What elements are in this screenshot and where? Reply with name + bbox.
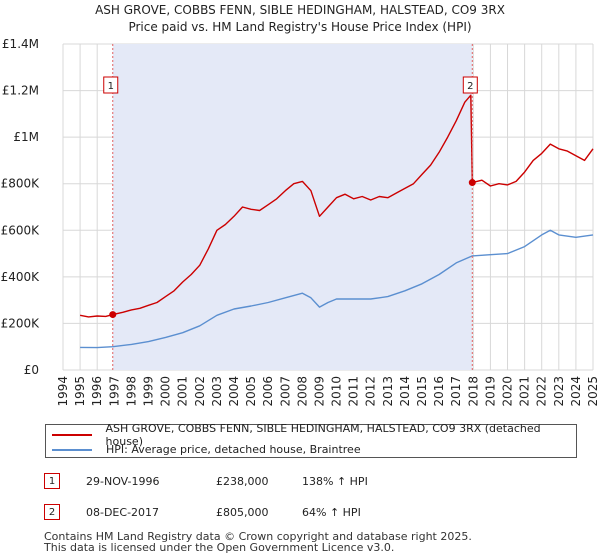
y-tick-label: £1M: [13, 130, 39, 144]
x-tick-label: 2019: [483, 376, 497, 407]
sale-price: £238,000: [216, 475, 269, 488]
x-tick-label: 2014: [398, 376, 412, 407]
sale-point: [109, 311, 117, 319]
footer-line-1: Contains HM Land Registry data © Crown c…: [44, 530, 472, 543]
y-tick-label: £0: [24, 363, 39, 377]
footer-line-2: This data is licensed under the Open Gov…: [44, 541, 395, 554]
sale-label: 2: [467, 81, 473, 92]
x-tick-label: 1998: [124, 376, 138, 407]
x-tick-label: 1997: [107, 376, 121, 407]
sale-hpi-change: 64% ↑ HPI: [302, 506, 361, 519]
x-tick-label: 2015: [415, 376, 429, 407]
legend-label-property: ASH GROVE, COBBS FENN, SIBLE HEDINGHAM, …: [105, 421, 541, 448]
sale-hpi-change: 138% ↑ HPI: [302, 475, 368, 488]
y-tick-label: £800K: [1, 177, 41, 191]
legend-label-hpi: HPI: Average price, detached house, Brai…: [106, 443, 361, 456]
chart-title: ASH GROVE, COBBS FENN, SIBLE HEDINGHAM, …: [95, 3, 505, 17]
x-tick-label: 2010: [330, 376, 344, 407]
y-tick-label: £200K: [1, 316, 41, 330]
x-tick-label: 2001: [176, 376, 190, 407]
x-tick-label: 2016: [432, 376, 446, 407]
x-tick-label: 2005: [244, 376, 258, 407]
hpi-line: [80, 229, 594, 349]
x-tick-label: 2002: [193, 376, 207, 407]
x-tick-label: 2025: [586, 376, 600, 407]
chart-subtitle: Price paid vs. HM Land Registry's House …: [128, 20, 471, 34]
x-tick-label: 2007: [278, 376, 292, 407]
y-tick-label: £600K: [1, 223, 41, 237]
x-tick-label: 2003: [210, 376, 224, 407]
x-tick-label: 2000: [159, 376, 173, 407]
sale-row: 2 08-DEC-2017 £805,000 64% ↑ HPI: [44, 504, 584, 522]
sale-date: 29-NOV-1996: [86, 475, 160, 488]
x-tick-label: 1995: [73, 376, 87, 407]
sale-date: 08-DEC-2017: [86, 506, 160, 519]
y-tick-label: £1.2M: [2, 84, 39, 98]
x-tick-label: 2012: [364, 376, 378, 407]
sale-badge: 1: [44, 473, 60, 489]
y-tick-label: £400K: [1, 270, 41, 284]
x-tick-label: 1999: [141, 376, 155, 407]
legend-swatch-property: [52, 433, 92, 436]
sale-price: £805,000: [216, 506, 269, 519]
x-tick-label: 2021: [518, 376, 532, 407]
x-tick-label: 2006: [261, 376, 275, 407]
x-tick-label: 2023: [552, 376, 566, 407]
x-tick-label: 2020: [501, 376, 515, 407]
x-tick-label: 2009: [312, 376, 326, 407]
ownership-period-shade: [112, 44, 473, 370]
series-lines: [79, 94, 594, 349]
x-tick-label: 2022: [535, 376, 549, 407]
y-tick-label: £1.4M: [2, 37, 39, 51]
sale-point: [468, 179, 476, 187]
x-tick-label: 2018: [466, 376, 480, 407]
sale-badge: 2: [44, 504, 60, 520]
legend-swatch-hpi: [52, 448, 92, 451]
x-tick-label: 2017: [449, 376, 463, 407]
x-tick-label: 2011: [347, 376, 361, 407]
legend-item-property: ASH GROVE, COBBS FENN, SIBLE HEDINGHAM, …: [52, 422, 576, 448]
legend-item-hpi: HPI: Average price, detached house, Brai…: [52, 442, 361, 457]
x-tick-label: 2008: [295, 376, 309, 407]
sale-label-box: [103, 76, 119, 94]
x-tick-label: 2004: [227, 376, 241, 407]
x-tick-label: 2013: [381, 376, 395, 407]
x-tick-label: 2024: [569, 376, 583, 407]
x-tick-label: 1996: [90, 376, 104, 407]
price-chart: ASH GROVE, COBBS FENN, SIBLE HEDINGHAM, …: [1, 3, 600, 407]
legend: ASH GROVE, COBBS FENN, SIBLE HEDINGHAM, …: [45, 422, 577, 458]
footer: Contains HM Land Registry data © Crown c…: [44, 531, 472, 553]
x-tick-label: 1994: [56, 376, 70, 407]
sale-label: 1: [108, 81, 114, 92]
sale-row: 1 29-NOV-1996 £238,000 138% ↑ HPI: [44, 473, 584, 491]
shaded-ranges: [112, 44, 473, 370]
sale-label-box: [462, 76, 478, 94]
property-price-line: [79, 94, 594, 318]
